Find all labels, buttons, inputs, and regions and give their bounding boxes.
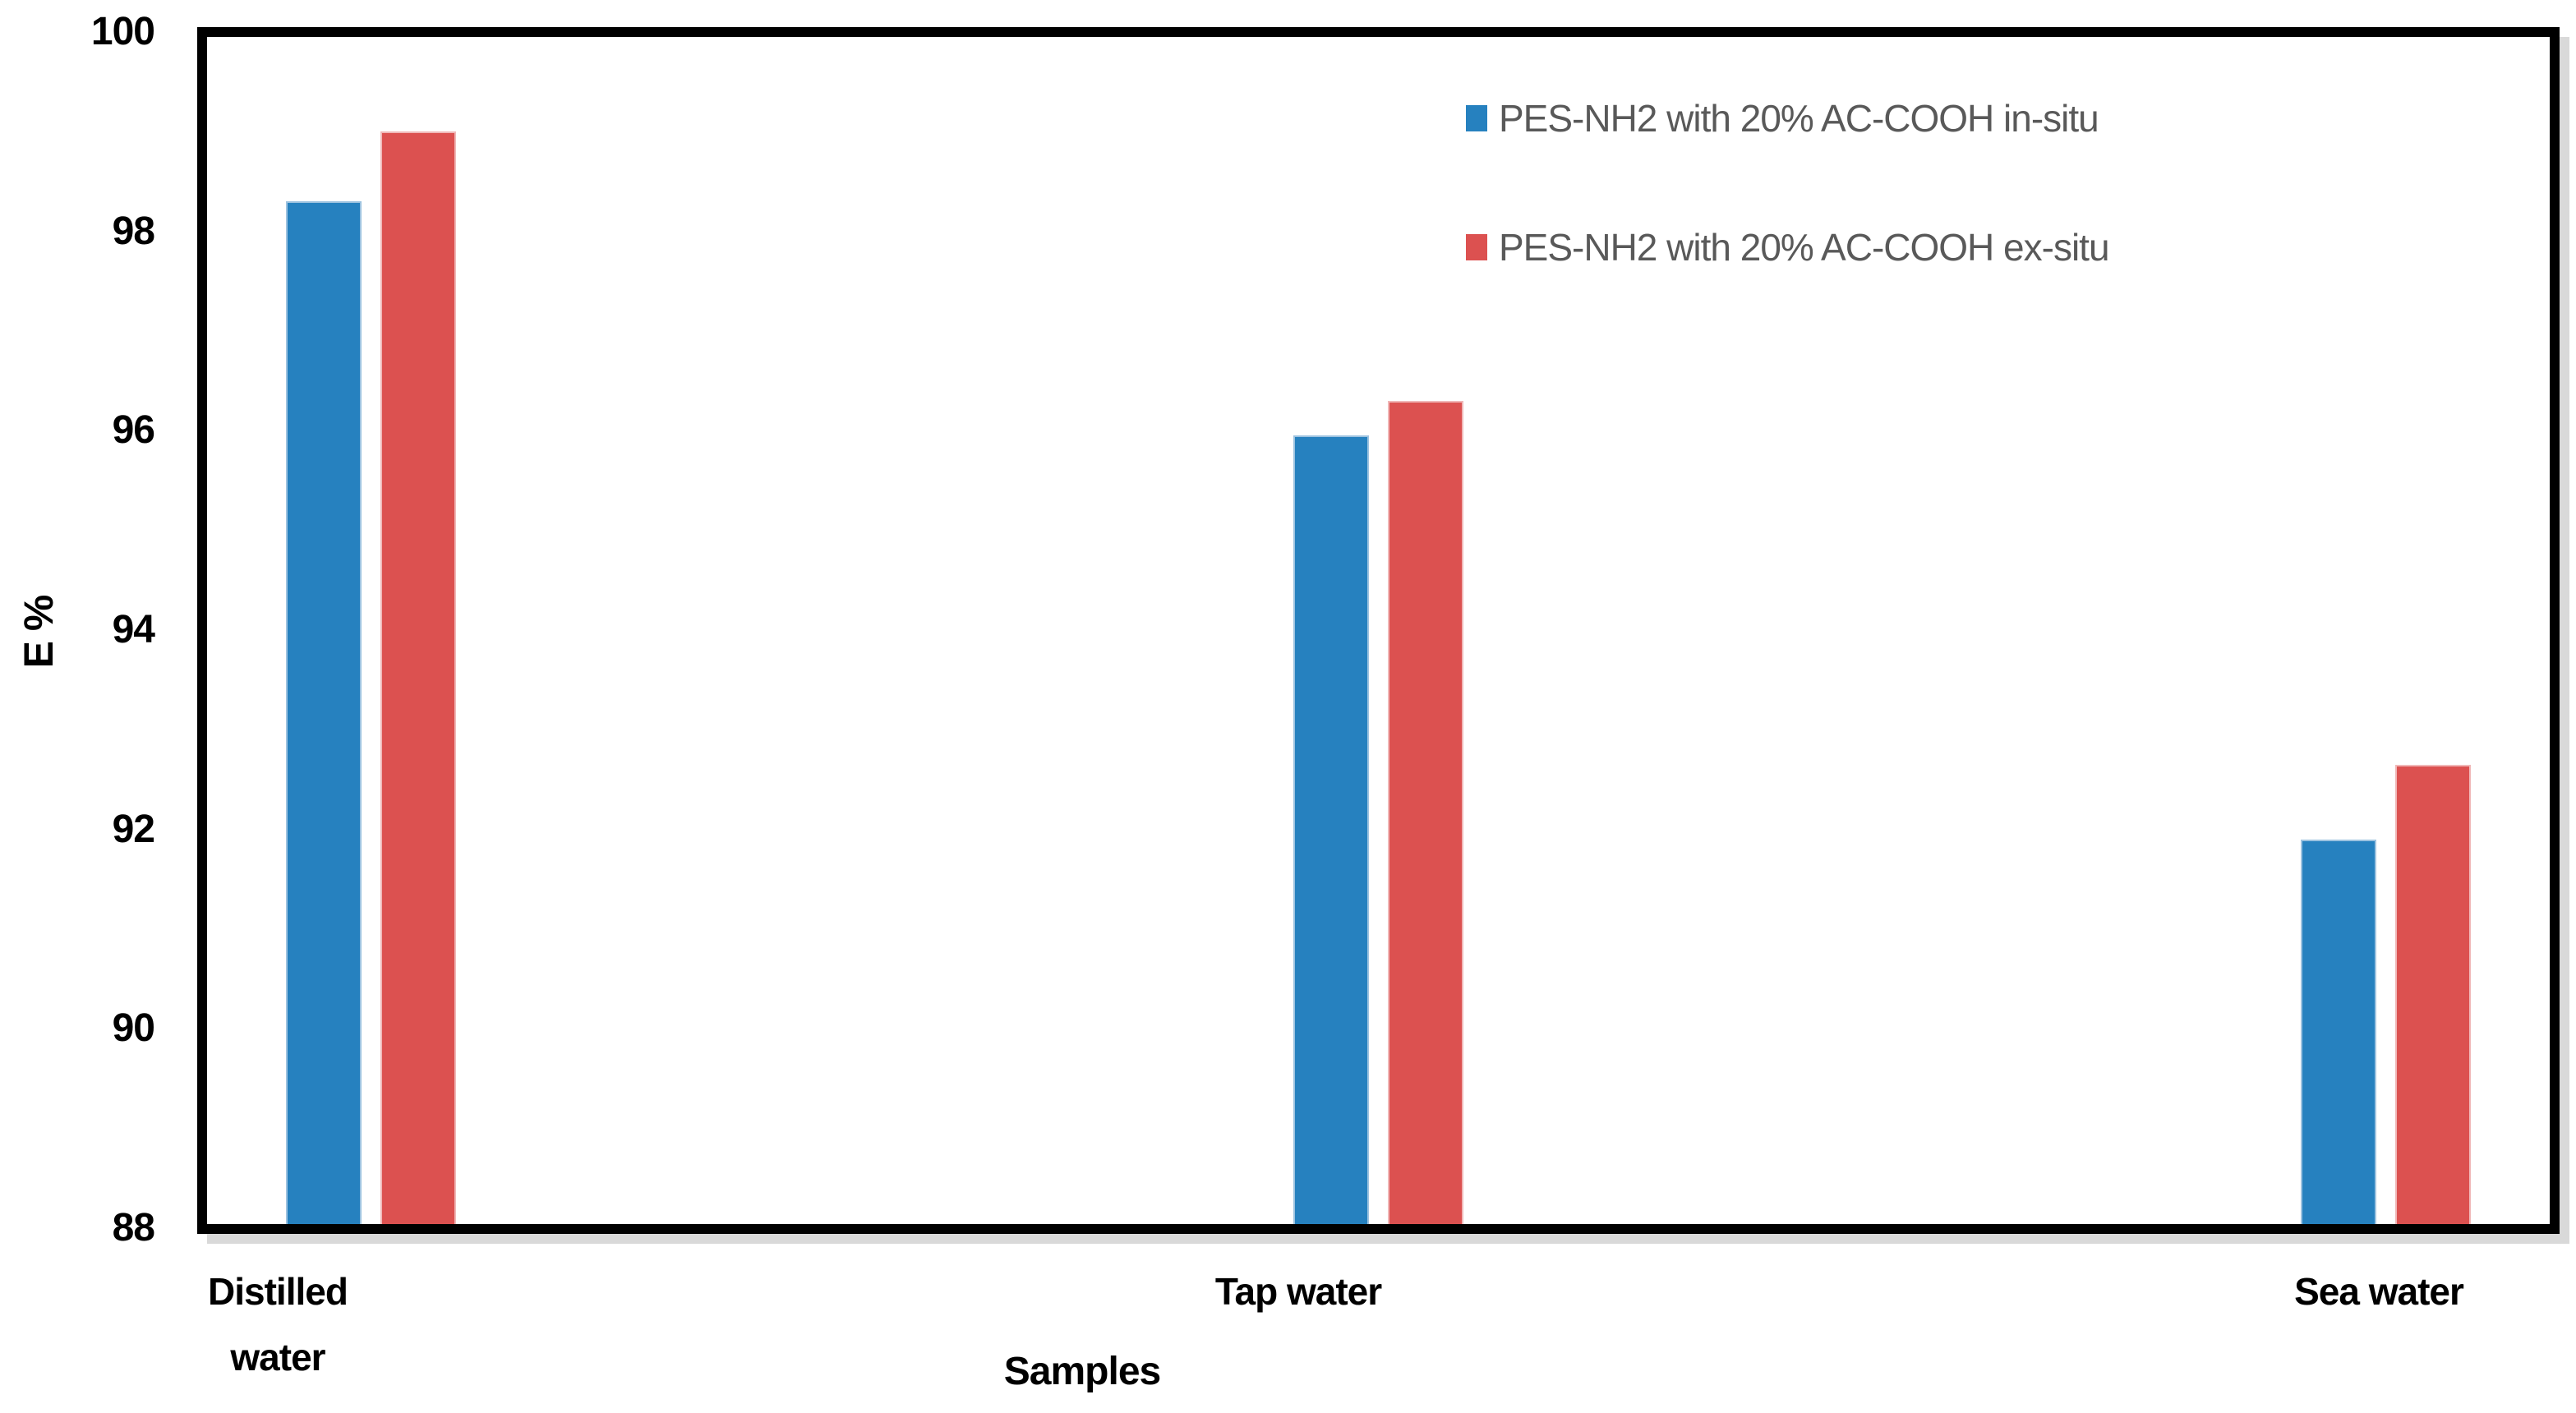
x-axis-title: Samples — [1003, 1350, 1161, 1393]
legend-item-ex-situ: PES-NH2 with 20% AC-COOH ex-situ — [1466, 228, 2110, 266]
y-tick-label-88: 88 — [112, 1206, 155, 1250]
category-label-tap-water: Tap water — [1214, 1270, 1382, 1313]
y-axis-title: E % — [16, 595, 62, 669]
legend-label: PES-NH2 with 20% AC-COOH in-situ — [1499, 97, 2099, 140]
category-label-distilled-water: Distilled water — [208, 1270, 348, 1378]
x-axis-line — [197, 1224, 2560, 1234]
category-label-sea-water: Sea water — [2294, 1270, 2464, 1313]
frame-shadow-bottom — [207, 1234, 2569, 1244]
bar-tap-water-in-situ — [1293, 435, 1369, 1224]
y-tick-label-94: 94 — [112, 608, 155, 651]
bar-distilled-water-ex-situ — [380, 131, 456, 1224]
bar-sea-water-ex-situ — [2395, 764, 2471, 1224]
plot-frame-right-border — [2550, 27, 2560, 1232]
y-tick-label-100: 100 — [90, 10, 155, 53]
plot-frame-top-border — [197, 27, 2560, 37]
legend-item-in-situ: PES-NH2 with 20% AC-COOH in-situ — [1466, 99, 2099, 137]
legend-marker-icon — [1466, 234, 1487, 260]
y-tick-label-96: 96 — [112, 408, 155, 453]
bar-distilled-water-in-situ — [285, 201, 362, 1224]
y-axis-line — [197, 27, 207, 1232]
y-tick-label-90: 90 — [112, 1006, 155, 1051]
bar-sea-water-in-situ — [2301, 839, 2376, 1224]
frame-shadow-right — [2560, 37, 2569, 1244]
bar-tap-water-ex-situ — [1388, 400, 1463, 1224]
legend-marker-icon — [1466, 105, 1487, 131]
y-tick-label-98: 98 — [112, 209, 155, 253]
y-tick-label-92: 92 — [112, 807, 155, 851]
legend-label: PES-NH2 with 20% AC-COOH ex-situ — [1499, 226, 2110, 269]
